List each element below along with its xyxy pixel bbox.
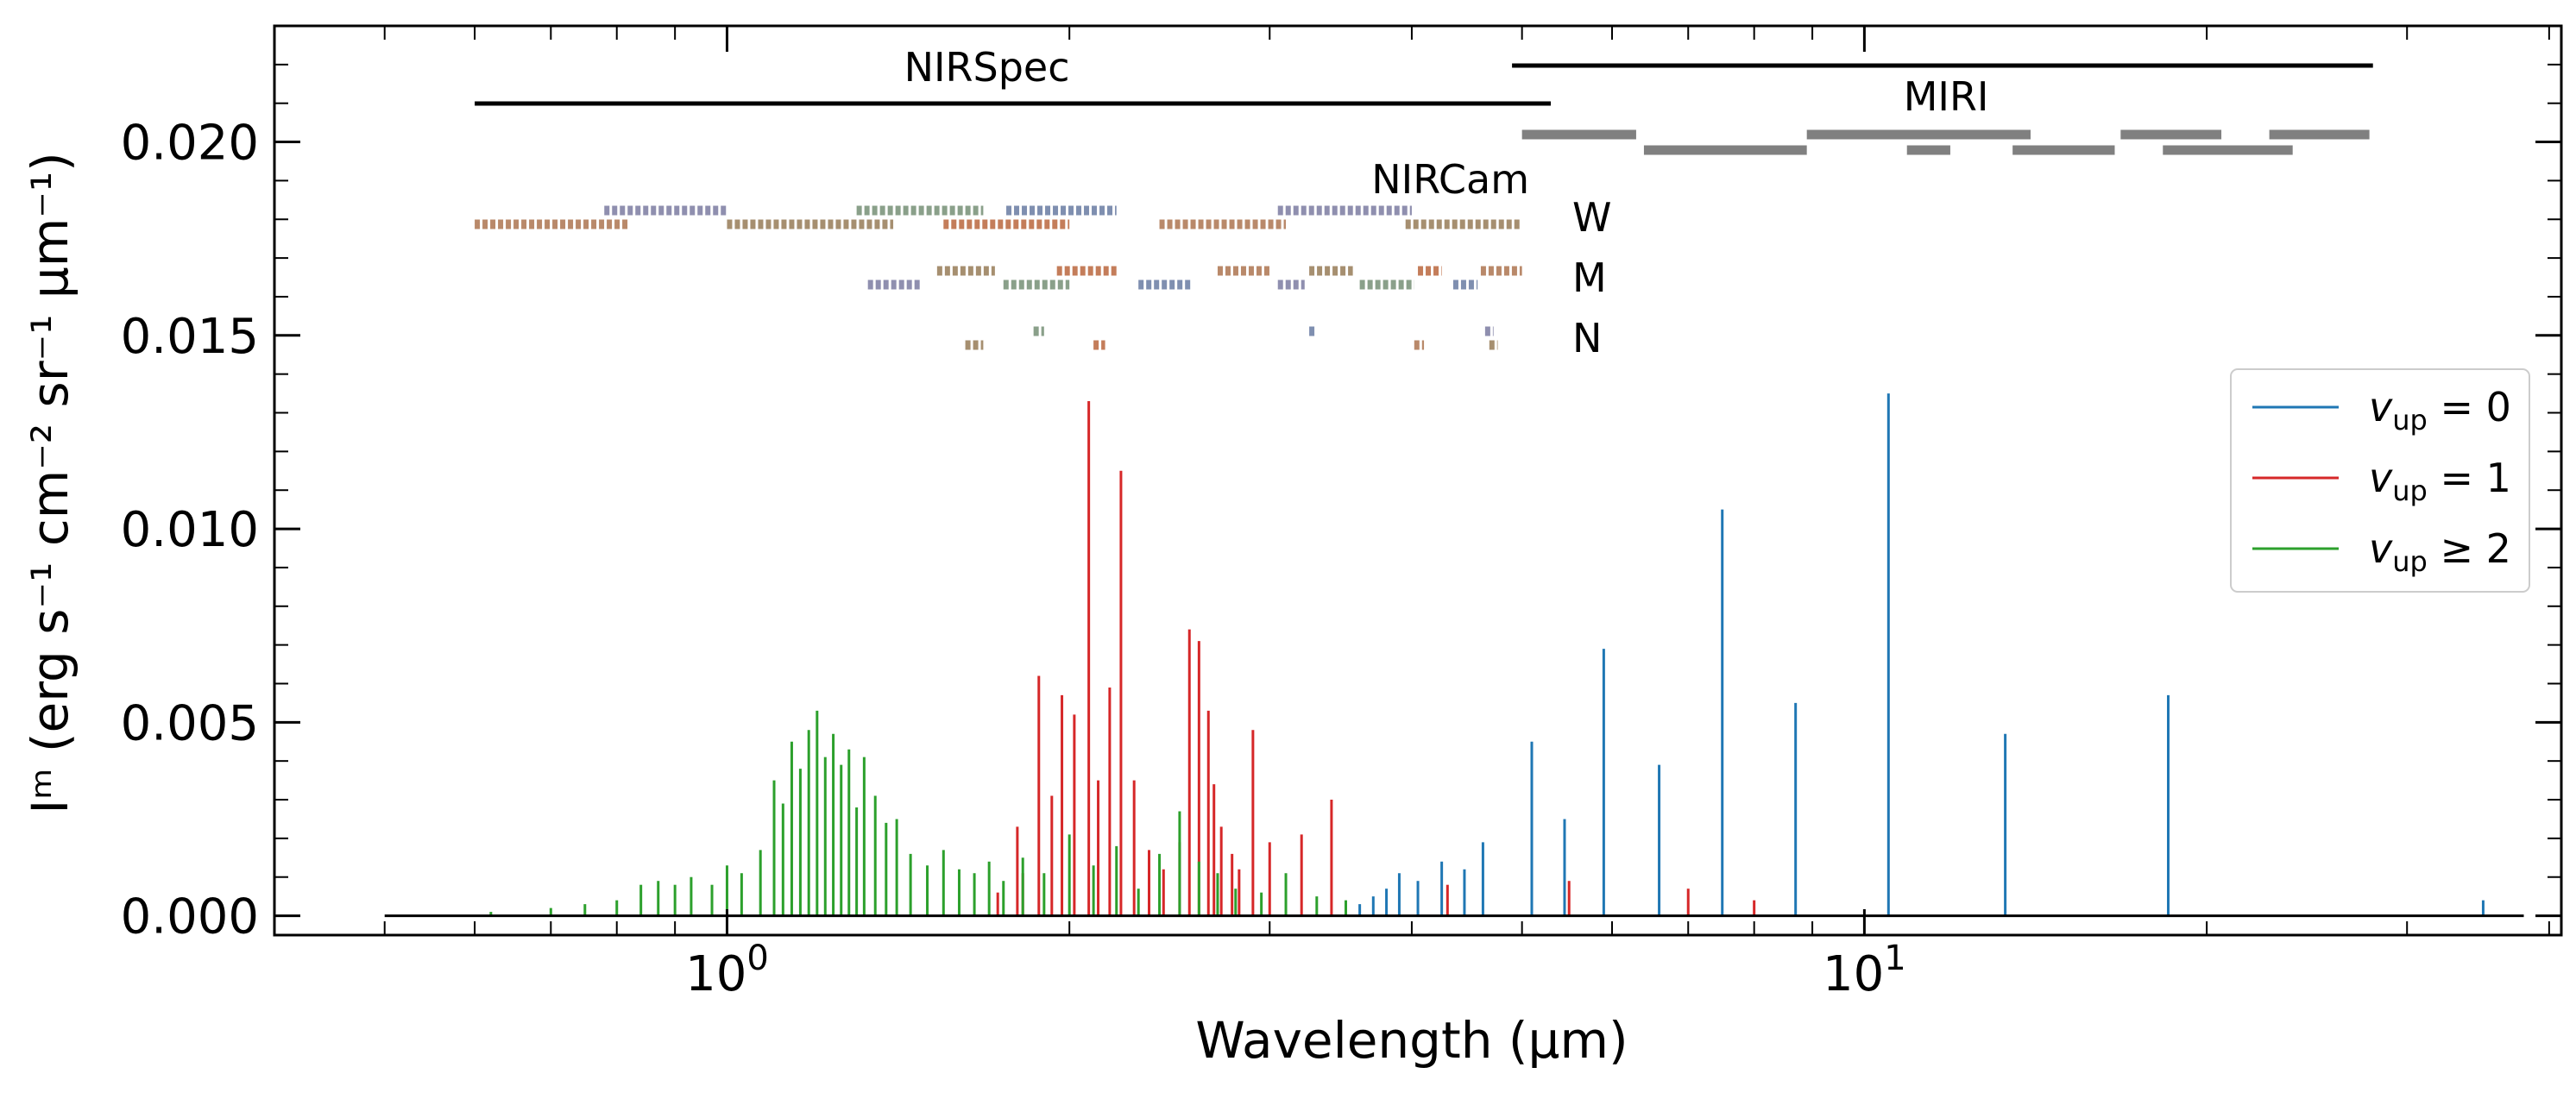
nircam-row-label: M — [1572, 254, 1607, 301]
legend-label: vup = 1 — [2369, 455, 2511, 507]
legend-box — [2230, 368, 2530, 593]
legend: vup = 0 vup = 1 vup ≥ 2 — [2230, 368, 2530, 593]
series-2 — [489, 710, 1348, 916]
nircam-row-label: N — [1572, 315, 1602, 361]
y-tick-label: 0.000 — [121, 889, 259, 945]
series-1 — [996, 401, 1756, 916]
y-tick-label: 0.015 — [121, 309, 259, 365]
nirspec-label: NIRSpec — [904, 44, 1070, 91]
nircam-label: NIRCam — [1371, 156, 1529, 203]
x-tick-label: 101 — [1823, 939, 1906, 1002]
instrument-annotations: NIRSpec MIRI NIRCam WMN — [475, 44, 2373, 361]
x-axis-label: Wavelength (μm) — [1195, 1011, 1628, 1070]
x-tick-label: 100 — [685, 939, 769, 1002]
data-series — [489, 393, 2485, 916]
series-0 — [1358, 393, 2485, 916]
plot-area-border — [273, 24, 2563, 937]
y-axis-label: Iᵐ (erg s⁻¹ cm⁻² sr⁻¹ μm⁻¹) — [21, 152, 79, 814]
miri-label: MIRI — [1904, 73, 1989, 120]
legend-label: vup ≥ 2 — [2369, 525, 2511, 578]
axis-ticks: 100 101 0.000 0.005 0.010 0.015 0.020 — [121, 26, 2561, 1002]
y-tick-label: 0.010 — [121, 502, 259, 558]
nircam-row-label: W — [1572, 194, 1611, 241]
y-tick-label: 0.020 — [121, 116, 259, 172]
y-tick-label: 0.005 — [121, 695, 259, 751]
legend-label: vup = 0 — [2369, 384, 2511, 436]
